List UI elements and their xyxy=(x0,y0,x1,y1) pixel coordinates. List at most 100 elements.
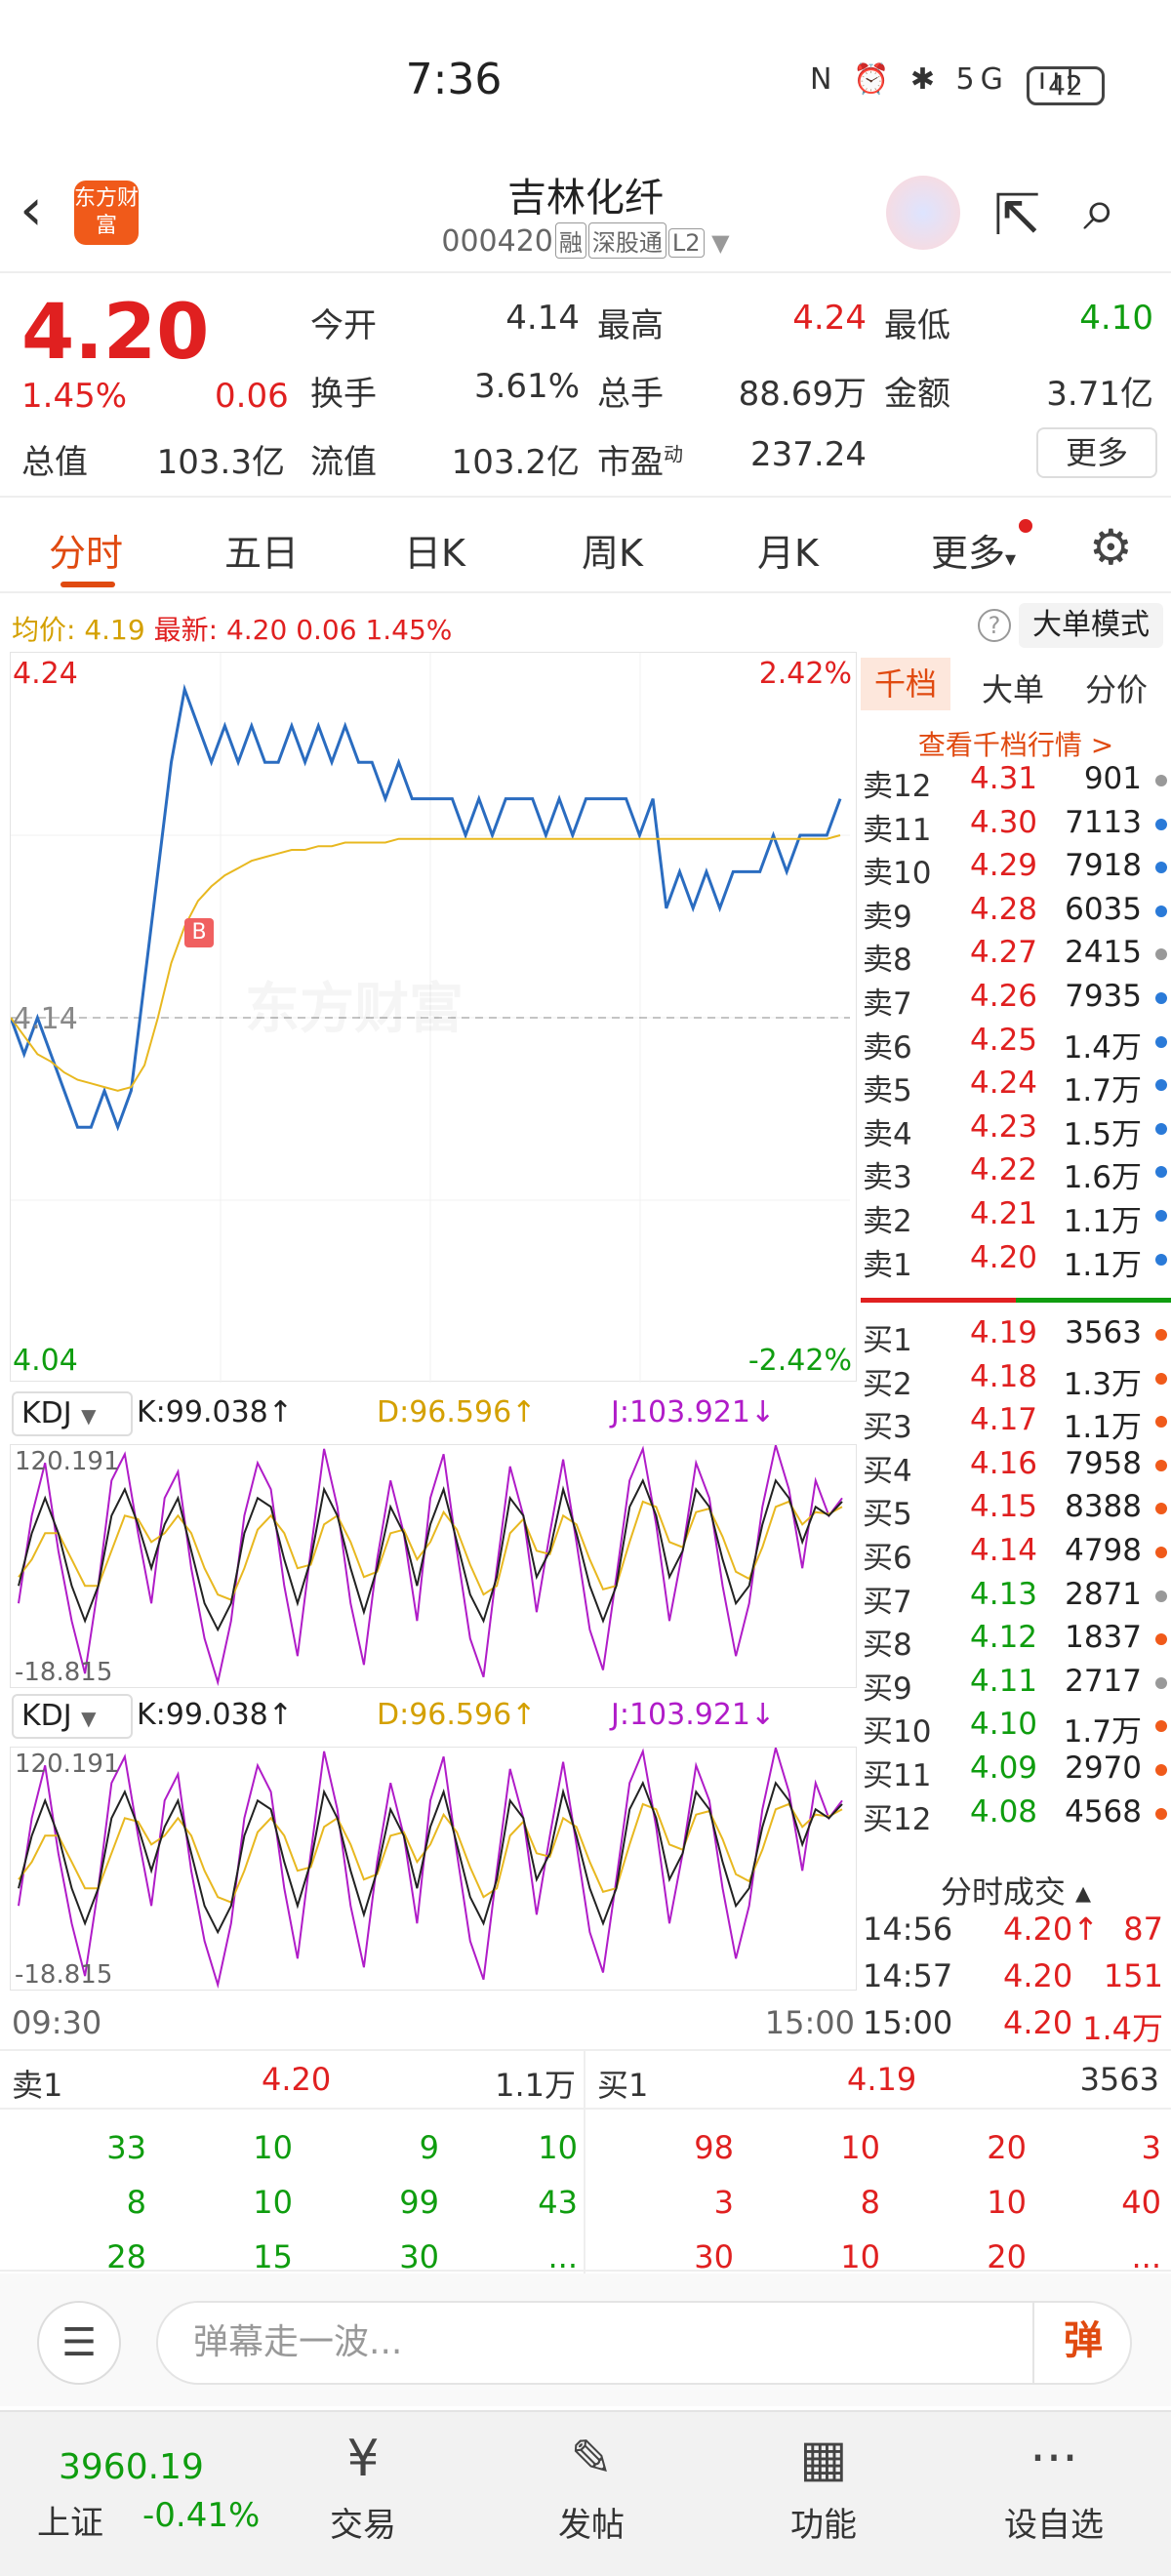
ask-level-volume: 1.1万 xyxy=(1063,1247,1142,1283)
ask-level-row[interactable]: 卖7 4.26 7935 xyxy=(861,979,1171,1023)
nav-trade[interactable]: ¥ 交易 xyxy=(285,2430,441,2546)
bid-level-row[interactable]: 买6 4.14 4798 xyxy=(861,1533,1171,1577)
bid-level-row[interactable]: 买7 4.13 2871 xyxy=(861,1577,1171,1621)
buy-marker[interactable]: B xyxy=(184,918,214,947)
indicator-select[interactable]: KDJ ▼ xyxy=(12,1694,133,1739)
tab-big-orders[interactable]: 大单 xyxy=(982,671,1045,708)
nav-add-watchlist[interactable]: ··· 设自选 xyxy=(976,2430,1132,2546)
assistant-robot-icon[interactable] xyxy=(886,176,960,250)
level-dot-icon xyxy=(1155,1764,1167,1776)
ask-level-name: 卖3 xyxy=(863,1160,912,1196)
search-icon[interactable]: ⌕ xyxy=(1083,176,1116,244)
depth-bid-volume: 3563 xyxy=(1079,2061,1159,2098)
ask-level-volume: 1.1万 xyxy=(1063,1204,1142,1239)
avg-label: 均价: xyxy=(12,614,76,646)
bid-level-row[interactable]: 买12 4.08 4568 xyxy=(861,1794,1171,1838)
ask-level-row[interactable]: 卖3 4.22 1.6万 xyxy=(861,1152,1171,1196)
tab-weekly-k[interactable]: 周K xyxy=(582,532,643,575)
ask-level-row[interactable]: 卖11 4.30 7113 xyxy=(861,805,1171,849)
kdj-k-line xyxy=(18,1780,843,1935)
tab-daily-k[interactable]: 日K xyxy=(404,532,465,575)
stock-code-line[interactable]: 000420 融深股通 L2 ▼ xyxy=(0,222,1171,259)
bid-level-volume: 2717 xyxy=(1065,1663,1142,1699)
ask-level-row[interactable]: 卖8 4.27 2415 xyxy=(861,935,1171,979)
big-order-mode-button[interactable]: 大单模式 xyxy=(1019,603,1163,648)
ask-level-row[interactable]: 卖10 4.29 7918 xyxy=(861,848,1171,892)
level-dot-icon xyxy=(1155,1547,1167,1558)
bid-queue-volume: 30 xyxy=(694,2238,734,2275)
indicator-select[interactable]: KDJ ▼ xyxy=(12,1391,133,1436)
bid-level-name: 买8 xyxy=(863,1628,912,1664)
ask-level-row[interactable]: 卖2 4.21 1.1万 xyxy=(861,1196,1171,1240)
bid-level-row[interactable]: 买4 4.16 7958 xyxy=(861,1446,1171,1490)
ask-queue-volume: 33 xyxy=(106,2129,146,2166)
ask-level-price: 4.30 xyxy=(970,804,1038,840)
tab-price-distribution[interactable]: 分价 xyxy=(1085,671,1149,708)
danmaku-settings-icon[interactable]: ☰ xyxy=(37,2301,121,2385)
ask-level-volume: 1.4万 xyxy=(1063,1029,1142,1066)
kdj-plot[interactable]: 120.191 -18.815 xyxy=(10,1441,857,1688)
bid-queue-volume: 98 xyxy=(694,2129,734,2166)
level-dot-icon xyxy=(1155,905,1167,917)
ask-level-row[interactable]: 卖5 4.24 1.7万 xyxy=(861,1066,1171,1109)
nav-trade-label: 交易 xyxy=(330,2506,396,2545)
tab-five-day[interactable]: 五日 xyxy=(224,532,300,575)
bid-level-row[interactable]: 买2 4.18 1.3万 xyxy=(861,1359,1171,1403)
ask-queue-volume: 43 xyxy=(538,2184,578,2221)
ask-level-row[interactable]: 卖12 4.31 901 xyxy=(861,761,1171,805)
last-percent: 1.45% xyxy=(365,614,453,646)
notification-dot xyxy=(1019,519,1032,533)
ask-level-row[interactable]: 卖9 4.28 6035 xyxy=(861,892,1171,936)
bid-level-row[interactable]: 买10 4.10 1.7万 xyxy=(861,1707,1171,1751)
app-logo: 东方财富 xyxy=(74,181,139,245)
view-levels-link[interactable]: 查看千档行情 > xyxy=(917,729,1114,761)
danmaku-input[interactable]: 弹幕走一波... xyxy=(156,2301,1132,2385)
bid-level-name: 买5 xyxy=(863,1497,912,1533)
depth-bid-price: 4.19 xyxy=(847,2061,917,2098)
bid-level-row[interactable]: 买1 4.19 3563 xyxy=(861,1315,1171,1359)
intraday-svg xyxy=(11,653,850,1383)
more-quote-button[interactable]: 更多 xyxy=(1036,427,1157,478)
quote-field-label: 最低 xyxy=(884,306,950,345)
tab-thousand-levels[interactable]: 千档 xyxy=(861,658,951,710)
share-icon[interactable]: ⇱ xyxy=(993,181,1041,248)
kdj-min-label: -18.815 xyxy=(15,1658,113,1687)
index-value: 3960.19 xyxy=(59,2447,204,2487)
bid-level-row[interactable]: 买8 4.12 1837 xyxy=(861,1620,1171,1664)
ask-level-row[interactable]: 卖1 4.20 1.1万 xyxy=(861,1240,1171,1284)
quote-field-label: 金额 xyxy=(884,375,950,414)
nav-functions[interactable]: ▦ 功能 xyxy=(746,2430,902,2546)
tick-time: 15:00 xyxy=(863,2004,953,2041)
ask-level-row[interactable]: 卖6 4.25 1.4万 xyxy=(861,1023,1171,1067)
bid-level-row[interactable]: 买5 4.15 8388 xyxy=(861,1489,1171,1533)
intraday-chart[interactable]: 4.24 2.42% 4.14 4.04 -2.42% 东方财富 B xyxy=(10,652,857,1383)
bid-level-row[interactable]: 买9 4.11 2717 xyxy=(861,1664,1171,1708)
level-dot-icon xyxy=(1155,1079,1167,1092)
bid-level-row[interactable]: 买11 4.09 2970 xyxy=(861,1751,1171,1794)
kdj-panel-1: KDJ ▼ K:99.038↑ D:96.596↑ J:103.921↓ 120… xyxy=(10,1384,857,1688)
kdj-k-value: K:99.038↑ xyxy=(137,1395,293,1429)
back-arrow-icon[interactable]: ‹ xyxy=(20,176,43,244)
tab-more[interactable]: 更多▾ xyxy=(931,532,1017,575)
kdj-panel-2: KDJ ▼ K:99.038↑ D:96.596↑ J:103.921↓ 120… xyxy=(10,1686,857,1991)
gear-icon[interactable]: ⚙ xyxy=(1089,519,1133,576)
level-dot-icon xyxy=(1155,1633,1167,1646)
kdj-min-label: -18.815 xyxy=(15,1960,113,1990)
tab-monthly-k[interactable]: 月K xyxy=(757,532,819,575)
tag-level2: L2 xyxy=(667,228,705,258)
depth-panel: 卖1 4.20 1.1万 买1 4.19 3563 33 10 9 10 8 10 99 43… xyxy=(0,2049,1171,2275)
danmaku-send-button[interactable]: 弹 xyxy=(1032,2301,1132,2385)
quote-field-label: 流值 xyxy=(310,443,377,482)
ask-level-row[interactable]: 卖4 4.23 1.5万 xyxy=(861,1109,1171,1153)
bid-level-row[interactable]: 买3 4.17 1.1万 xyxy=(861,1402,1171,1446)
help-icon[interactable]: ? xyxy=(978,609,1011,642)
kdj-plot[interactable]: 120.191 -18.815 xyxy=(10,1744,857,1991)
nav-post[interactable]: ✎ 发帖 xyxy=(513,2430,669,2546)
ask-level-name: 卖5 xyxy=(863,1073,912,1109)
average-line xyxy=(11,834,841,1092)
time-axis: 09:30 15:00 xyxy=(10,2000,857,2041)
bid-level-name: 买2 xyxy=(863,1366,912,1402)
tab-intraday[interactable]: 分时 xyxy=(49,532,124,575)
tick-trades-title[interactable]: 分时成交 ▴ xyxy=(940,1873,1092,1911)
kdj-max-label: 120.191 xyxy=(15,1447,120,1476)
